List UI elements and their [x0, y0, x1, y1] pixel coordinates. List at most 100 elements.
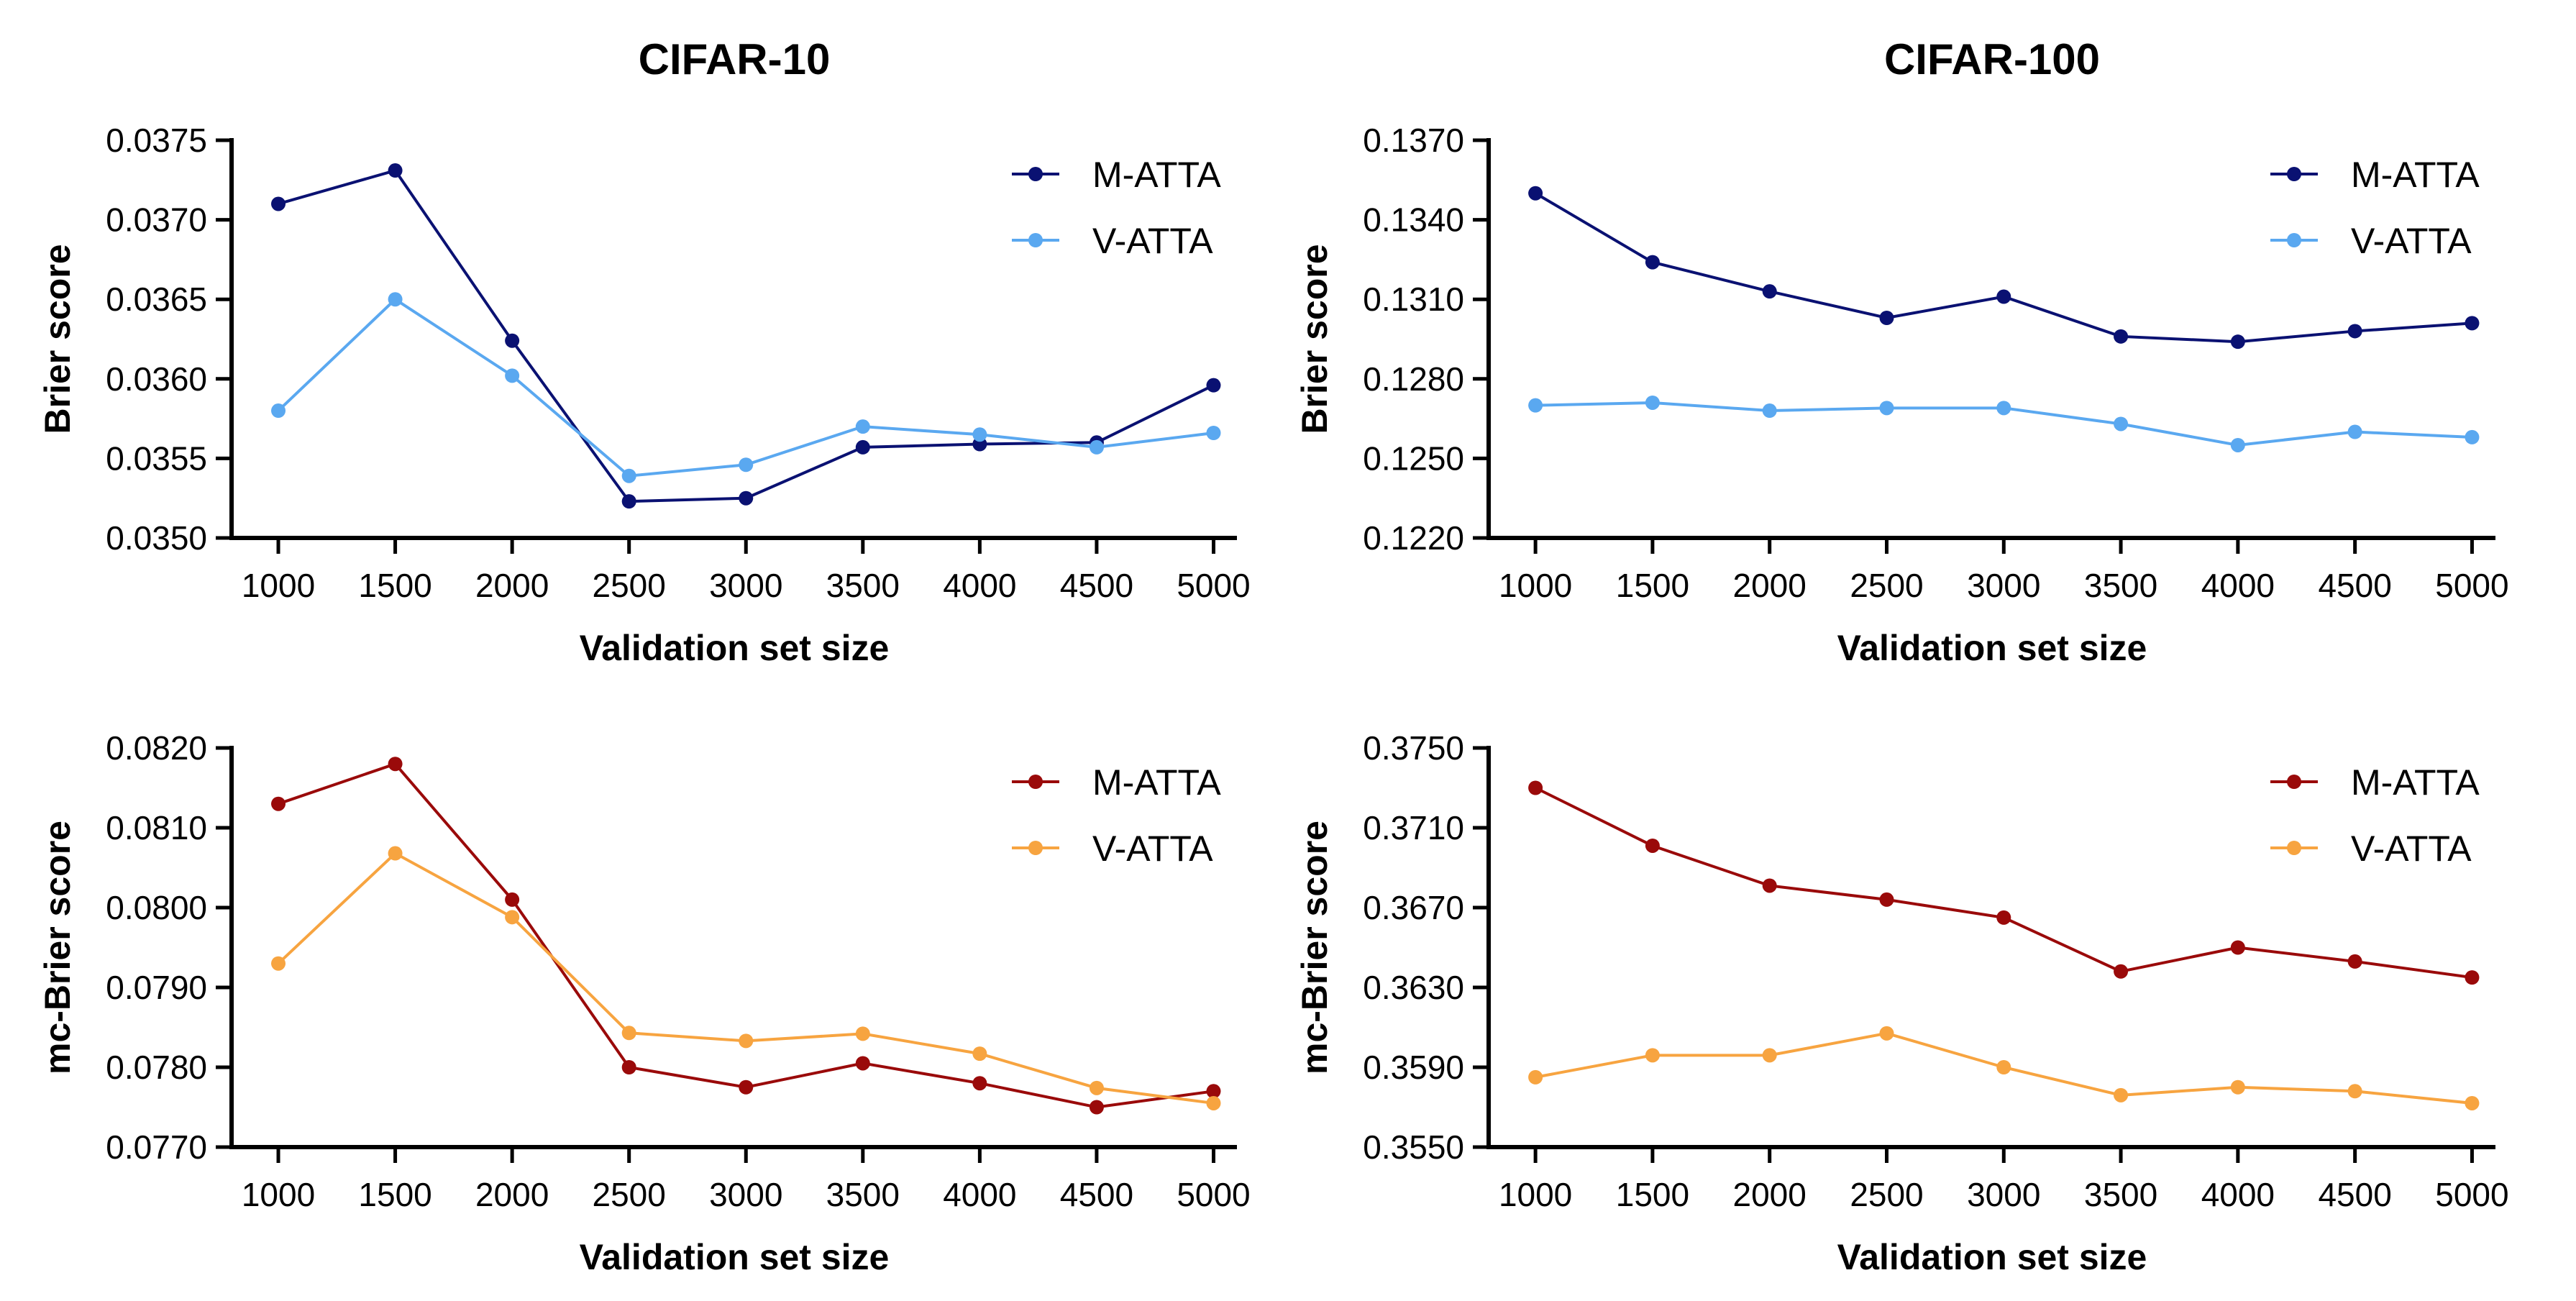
y-tick-label: 0.0790 — [106, 969, 207, 1006]
legend-swatch-marker — [1028, 841, 1043, 855]
legend-swatch-marker — [2287, 167, 2301, 181]
chart-title: CIFAR-10 — [639, 35, 831, 83]
data-point — [388, 846, 403, 861]
data-point — [739, 1079, 754, 1095]
x-tick-label: 5000 — [1177, 567, 1250, 604]
x-tick-label: 4500 — [2318, 567, 2391, 604]
y-axis-title: Brier score — [37, 244, 78, 434]
y-tick-label: 0.0350 — [106, 519, 207, 557]
data-point — [271, 196, 286, 211]
x-tick-label: 1500 — [1616, 1176, 1689, 1213]
data-point — [972, 427, 987, 442]
y-tick-label: 0.0375 — [106, 122, 207, 159]
data-point — [388, 163, 403, 178]
legend-label: V-ATTA — [2351, 828, 2472, 869]
data-point — [1645, 395, 1660, 410]
data-point — [1645, 255, 1660, 270]
data-point — [2347, 324, 2362, 339]
x-tick-label: 2000 — [475, 1176, 549, 1213]
data-point — [621, 494, 636, 509]
x-tick-label: 2500 — [1850, 1176, 1923, 1213]
data-point — [1762, 1048, 1777, 1063]
x-tick-label: 5000 — [2435, 1176, 2508, 1213]
data-point — [972, 1046, 987, 1062]
data-point — [1996, 401, 2011, 416]
data-point — [2465, 316, 2480, 331]
data-point — [855, 1056, 870, 1071]
x-tick-label: 1500 — [358, 567, 431, 604]
data-point — [855, 419, 870, 434]
x-axis-title: Validation set size — [1837, 1237, 2147, 1277]
x-tick-label: 2000 — [475, 567, 549, 604]
legend-label: M-ATTA — [1092, 762, 1221, 803]
data-point — [739, 457, 754, 473]
x-tick-label: 4000 — [943, 1176, 1016, 1213]
y-tick-label: 0.0800 — [106, 889, 207, 926]
x-tick-label: 5000 — [2435, 567, 2508, 604]
data-point — [1206, 426, 1221, 441]
x-tick-label: 1000 — [242, 1176, 315, 1213]
data-point — [1879, 892, 1894, 907]
data-point — [271, 956, 286, 971]
data-point — [1528, 186, 1543, 201]
data-point — [271, 403, 286, 419]
legend-swatch-marker — [1028, 775, 1043, 789]
data-point — [621, 1026, 636, 1041]
legend-swatch-marker — [1028, 167, 1043, 181]
y-tick-label: 0.1280 — [1363, 360, 1464, 398]
x-tick-label: 2500 — [593, 1176, 666, 1213]
x-tick-label: 3500 — [826, 1176, 900, 1213]
data-point — [739, 490, 754, 506]
x-axis-title: Validation set size — [1837, 628, 2147, 668]
data-point — [2465, 970, 2480, 985]
data-point — [2230, 940, 2245, 955]
series-line-m-atta — [278, 168, 1215, 503]
x-tick-label: 3000 — [1967, 567, 2040, 604]
data-point — [1879, 311, 1894, 326]
x-tick-label: 4000 — [943, 567, 1016, 604]
data-point — [1996, 910, 2011, 925]
x-tick-label: 3000 — [1967, 1176, 2040, 1213]
series-line-v-atta — [277, 852, 1214, 1105]
x-tick-label: 3500 — [2084, 567, 2157, 604]
x-axis-title: Validation set size — [580, 628, 890, 668]
data-point — [1206, 1095, 1221, 1110]
legend-label: M-ATTA — [1092, 155, 1221, 195]
data-point — [505, 910, 520, 925]
y-tick-label: 0.3710 — [1363, 809, 1464, 846]
legend-swatch-marker — [2287, 233, 2301, 247]
legend-label: M-ATTA — [2351, 155, 2480, 195]
x-tick-label: 1000 — [242, 567, 315, 604]
data-point — [2114, 329, 2129, 344]
data-point — [388, 757, 403, 772]
y-axis-title: mc-Brier score — [37, 821, 78, 1074]
x-tick-label: 3500 — [826, 567, 900, 604]
data-point — [2465, 429, 2480, 444]
chart-panel-3: 0.0770 0.0780 0.0790 0.0800 0.0810 0.0820 1000… — [37, 729, 1251, 1277]
data-point — [1528, 398, 1543, 413]
y-tick-label: 0.0820 — [106, 729, 207, 767]
y-tick-label: 0.3750 — [1363, 729, 1464, 767]
y-tick-label: 0.3670 — [1363, 889, 1464, 926]
data-point — [2114, 1087, 2129, 1103]
y-tick-label: 0.1310 — [1363, 280, 1464, 318]
data-point — [2114, 964, 2129, 979]
data-point — [1645, 1048, 1660, 1063]
data-point — [621, 468, 636, 483]
data-point — [1879, 401, 1894, 416]
data-point — [271, 796, 286, 811]
data-point — [1762, 403, 1777, 419]
data-point — [1528, 780, 1543, 795]
data-point — [855, 1026, 870, 1041]
series-line-m-atta — [278, 762, 1214, 1109]
x-tick-label: 4500 — [2318, 1176, 2391, 1213]
y-tick-label: 0.0360 — [106, 360, 207, 398]
series-line-m-atta — [1535, 192, 2472, 344]
x-tick-label: 2000 — [1733, 567, 1807, 604]
data-point — [2465, 1095, 2480, 1110]
data-point — [505, 333, 520, 348]
series-line-v-atta — [277, 297, 1214, 478]
legend-label: V-ATTA — [1092, 828, 1213, 869]
data-point — [1996, 289, 2011, 304]
